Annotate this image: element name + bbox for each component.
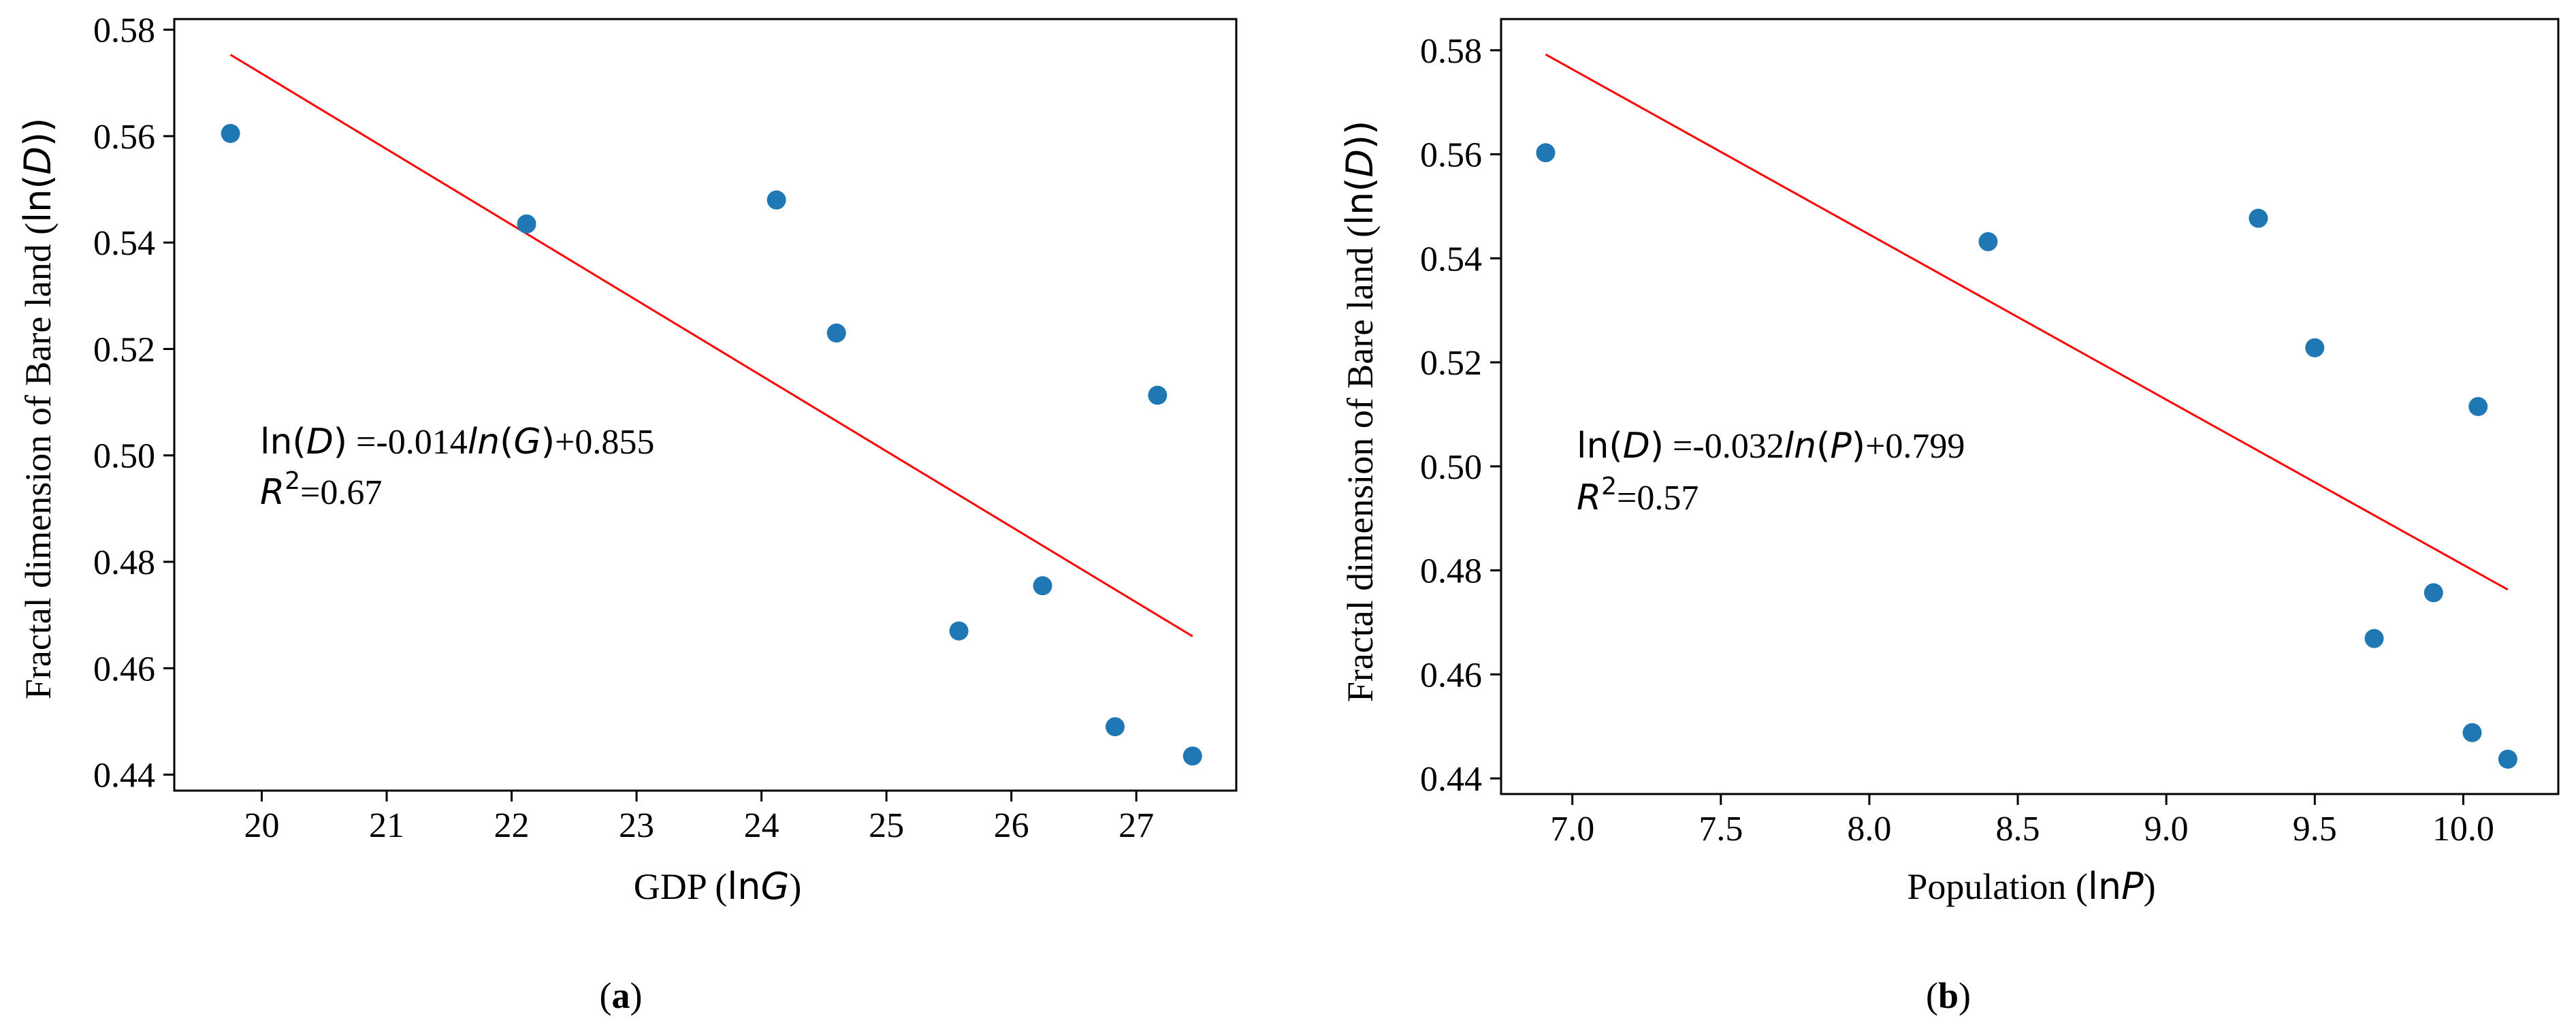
y-tick-label: 0.56 — [1420, 136, 1482, 175]
y-tick-label: 0.54 — [93, 224, 155, 263]
x-tick-label: 10.0 — [2432, 810, 2494, 848]
x-tick-label: 21 — [369, 806, 404, 845]
y-tick-label: 0.52 — [1420, 344, 1482, 383]
scatter-point-a — [221, 123, 240, 143]
x-tick-label: 20 — [244, 806, 279, 845]
x-tick-label: 8.5 — [1996, 810, 2040, 848]
x-tick-label: 25 — [869, 806, 904, 845]
scatter-point-b — [2468, 397, 2488, 416]
chart-panel-b: 7.0 7.5 8.0 8.5 9.0 9.5 10.0 0.44 0.46 0.48 0.50 0.… — [1338, 18, 2560, 1016]
plot-frame-a — [173, 18, 1238, 792]
panel-caption-a: (a) — [600, 975, 643, 1016]
plot-area-b: 7.0 7.5 8.0 8.5 9.0 9.5 10.0 0.44 0.46 0.48 0.50 0.… — [1420, 18, 2560, 848]
y-axis-label-b: Fractal dimension of Bare land (ln(D)) — [1338, 121, 1381, 702]
y-tick-label: 0.50 — [1420, 448, 1482, 487]
scatter-point-b — [2249, 208, 2268, 228]
scatter-point-b — [2424, 583, 2443, 603]
y-tick-label: 0.44 — [93, 757, 155, 795]
y-tick-label: 0.48 — [93, 543, 155, 582]
scatter-point-b — [2498, 749, 2517, 769]
scatter-point-a — [826, 323, 846, 343]
y-tick-label: 0.44 — [1420, 760, 1482, 799]
r-squared-b: R2=0.57 — [1577, 473, 1698, 518]
scatter-point-a — [949, 621, 969, 641]
y-tick-label: 0.58 — [1420, 32, 1482, 71]
scatter-point-b — [1978, 232, 1998, 251]
y-tick-label: 0.50 — [93, 437, 155, 476]
x-tick-label: 9.5 — [2293, 810, 2337, 848]
scatter-point-a — [1033, 576, 1052, 596]
chart-panel-a: 20 21 22 23 24 25 26 27 0.44 0.46 0.48 0.50 0.52 0.54… — [16, 12, 1238, 1016]
x-tick-label: 24 — [744, 806, 779, 845]
scatter-point-b — [2305, 338, 2325, 358]
scatter-point-a — [1148, 385, 1168, 405]
scatter-point-a — [1182, 746, 1202, 766]
panel-caption-b: (b) — [1926, 975, 1971, 1016]
scatter-point-b — [2462, 723, 2482, 742]
y-tick-label: 0.54 — [1420, 240, 1482, 279]
y-axis-label-a: Fractal dimension of Bare land (ln(D)) — [16, 118, 59, 699]
y-tick-label: 0.56 — [93, 118, 155, 157]
scatter-point-a — [517, 214, 536, 234]
regression-line-a — [229, 54, 1193, 637]
y-tick-label: 0.58 — [93, 12, 155, 50]
y-tick-label: 0.52 — [93, 330, 155, 369]
x-tick-label: 9.0 — [2144, 810, 2189, 848]
scatter-point-a — [767, 190, 786, 210]
x-tick-label: 8.0 — [1847, 810, 1891, 848]
x-tick-label: 26 — [994, 806, 1029, 845]
y-tick-label: 0.46 — [93, 650, 155, 688]
plot-frame-b — [1500, 18, 2560, 795]
x-tick-label: 27 — [1118, 806, 1154, 845]
scatter-point-a — [1105, 717, 1125, 737]
x-tick-label: 22 — [494, 806, 530, 845]
equation-b: ln(D) =-0.032ln(P)+0.799 — [1577, 426, 1965, 466]
plot-area-a: 20 21 22 23 24 25 26 27 0.44 0.46 0.48 0.50 0.52 0.54… — [93, 12, 1238, 845]
r-squared-a: R2=0.67 — [260, 467, 382, 513]
x-tick-label: 23 — [619, 806, 654, 845]
x-tick-label: 7.0 — [1550, 810, 1594, 848]
x-axis-label-a: GDP (lnG) — [634, 865, 802, 908]
y-tick-label: 0.48 — [1420, 552, 1482, 591]
equation-a: ln(D) =-0.014ln(G)+0.855 — [260, 422, 654, 462]
x-tick-label: 7.5 — [1698, 810, 1743, 848]
scatter-point-b — [1536, 143, 1556, 163]
scatter-point-b — [2364, 629, 2384, 648]
y-tick-label: 0.46 — [1420, 656, 1482, 695]
x-axis-label-b: Population (lnP) — [1907, 865, 2155, 908]
regression-line-b — [1545, 53, 2509, 591]
